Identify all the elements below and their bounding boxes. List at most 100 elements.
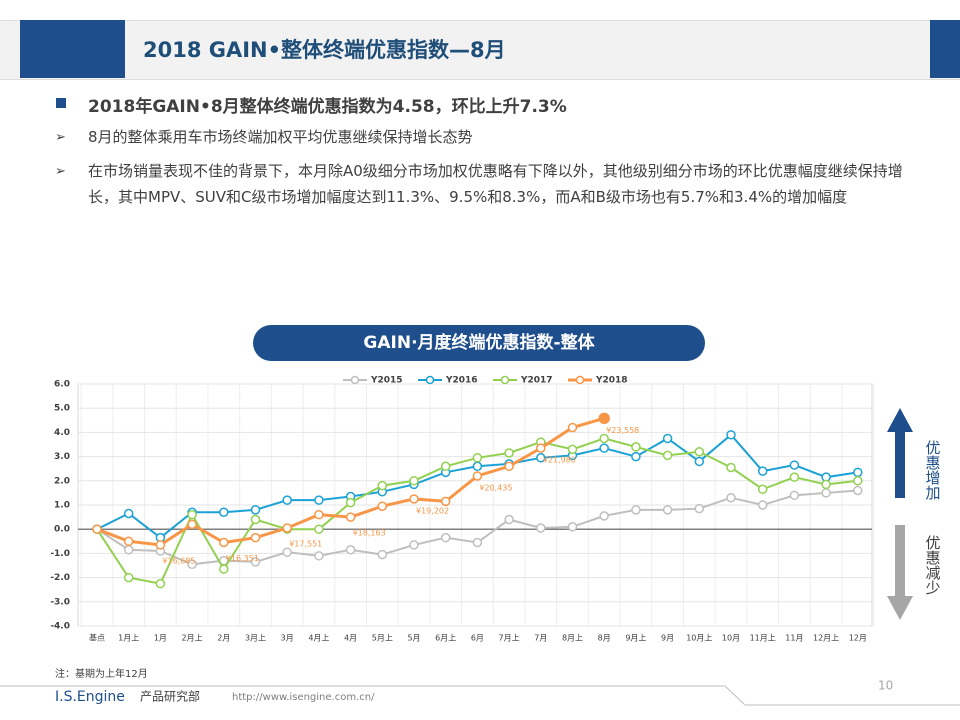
chart-title: GAIN·月度终端优惠指数-整体 bbox=[363, 332, 595, 353]
price-label: ¥21,980 bbox=[543, 456, 576, 465]
point bbox=[472, 537, 483, 548]
x-tick-label: 9月上 bbox=[625, 634, 646, 643]
point bbox=[789, 490, 800, 501]
y-tick-label: 4.0 bbox=[54, 428, 70, 438]
point bbox=[377, 501, 388, 511]
chart-title-pill bbox=[253, 325, 705, 361]
x-tick-label: 6月上 bbox=[435, 634, 456, 643]
down-arrow bbox=[887, 525, 913, 620]
bullet-item: 在市场销量表现不佳的背景下，本月除A0级细分市场加权优惠略有下降以外，其他级别细… bbox=[88, 162, 903, 206]
up-arrow bbox=[887, 408, 913, 498]
point bbox=[504, 448, 514, 458]
point bbox=[187, 519, 197, 530]
y-tick-label: 1.0 bbox=[54, 501, 70, 511]
point bbox=[187, 509, 197, 520]
series-line bbox=[96, 416, 605, 547]
point bbox=[219, 507, 229, 518]
point bbox=[345, 497, 356, 508]
price-label: ¥19,202 bbox=[416, 506, 449, 515]
point bbox=[536, 523, 546, 533]
point bbox=[789, 472, 800, 482]
series-line bbox=[96, 433, 858, 539]
y-tick-label: -4.0 bbox=[50, 622, 70, 632]
point bbox=[599, 511, 609, 521]
point bbox=[282, 495, 292, 505]
x-tick-label: 10月上 bbox=[686, 634, 712, 643]
point bbox=[219, 564, 229, 574]
point bbox=[123, 545, 134, 555]
point bbox=[282, 547, 292, 557]
price-label: ¥23,558 bbox=[606, 426, 639, 435]
point bbox=[123, 572, 134, 583]
arrow-label: 优惠减少 bbox=[924, 535, 942, 595]
note: 注：基期为上年12月 bbox=[55, 667, 148, 680]
point bbox=[599, 443, 609, 453]
point bbox=[567, 422, 578, 433]
y-tick-label: -3.0 bbox=[50, 597, 70, 607]
point bbox=[662, 433, 673, 444]
dept: 产品研究部 bbox=[140, 689, 200, 704]
point bbox=[377, 549, 388, 560]
point bbox=[726, 430, 736, 440]
legend-marker bbox=[425, 375, 435, 385]
point bbox=[155, 540, 166, 550]
y-tick-label: 5.0 bbox=[54, 404, 70, 414]
point bbox=[757, 466, 768, 476]
y-tick-label: -2.0 bbox=[50, 573, 70, 583]
y-tick-label: 6.0 bbox=[54, 380, 70, 390]
y-tick-label: 0.0 bbox=[54, 525, 70, 535]
x-tick-label: 8月 bbox=[598, 634, 611, 643]
x-tick-label: 10月 bbox=[722, 634, 740, 643]
x-tick-label: 7月 bbox=[534, 634, 547, 643]
x-tick-label: 2月上 bbox=[182, 634, 203, 643]
brand: I.S.Engine bbox=[55, 689, 125, 705]
point bbox=[314, 551, 324, 561]
point bbox=[599, 433, 609, 444]
point bbox=[662, 450, 673, 461]
point bbox=[757, 500, 768, 510]
header-bar bbox=[0, 20, 960, 80]
point bbox=[409, 494, 419, 504]
point bbox=[567, 444, 578, 455]
point bbox=[440, 461, 451, 472]
arrow-bullet: ➢ bbox=[55, 164, 66, 179]
legend-label: Y2018 bbox=[595, 376, 628, 386]
legend-label: Y2015 bbox=[370, 376, 403, 386]
point bbox=[726, 492, 736, 503]
x-tick-label: 12月上 bbox=[813, 634, 839, 643]
point bbox=[314, 524, 324, 534]
point bbox=[377, 480, 388, 491]
y-tick-label: 3.0 bbox=[54, 452, 70, 462]
point bbox=[440, 496, 451, 507]
legend-marker bbox=[350, 375, 360, 385]
legend-label: Y2016 bbox=[445, 376, 478, 386]
x-tick-label: 11月 bbox=[785, 634, 803, 643]
point bbox=[250, 505, 261, 515]
point bbox=[155, 578, 166, 589]
footer-line bbox=[0, 685, 960, 706]
x-tick-label: 8月上 bbox=[562, 634, 583, 643]
point bbox=[314, 509, 324, 520]
point bbox=[282, 523, 292, 533]
point bbox=[409, 476, 419, 486]
x-tick-label: 5月上 bbox=[372, 634, 393, 643]
point bbox=[853, 485, 863, 496]
x-tick-label: 3月 bbox=[281, 634, 294, 643]
point bbox=[789, 460, 800, 470]
bullet-square bbox=[56, 98, 66, 108]
y-tick-label: -1.0 bbox=[50, 549, 70, 559]
point bbox=[504, 514, 514, 525]
x-tick-label: 3月上 bbox=[245, 634, 266, 643]
legend-marker bbox=[500, 375, 510, 385]
point bbox=[250, 514, 261, 525]
point bbox=[598, 412, 610, 425]
point bbox=[536, 453, 546, 463]
price-label: ¥16,685 bbox=[162, 556, 195, 565]
point bbox=[472, 471, 483, 481]
x-tick-label: 7月上 bbox=[499, 634, 520, 643]
point bbox=[92, 524, 102, 534]
x-tick-label: 1月上 bbox=[118, 634, 139, 643]
point bbox=[472, 453, 483, 463]
